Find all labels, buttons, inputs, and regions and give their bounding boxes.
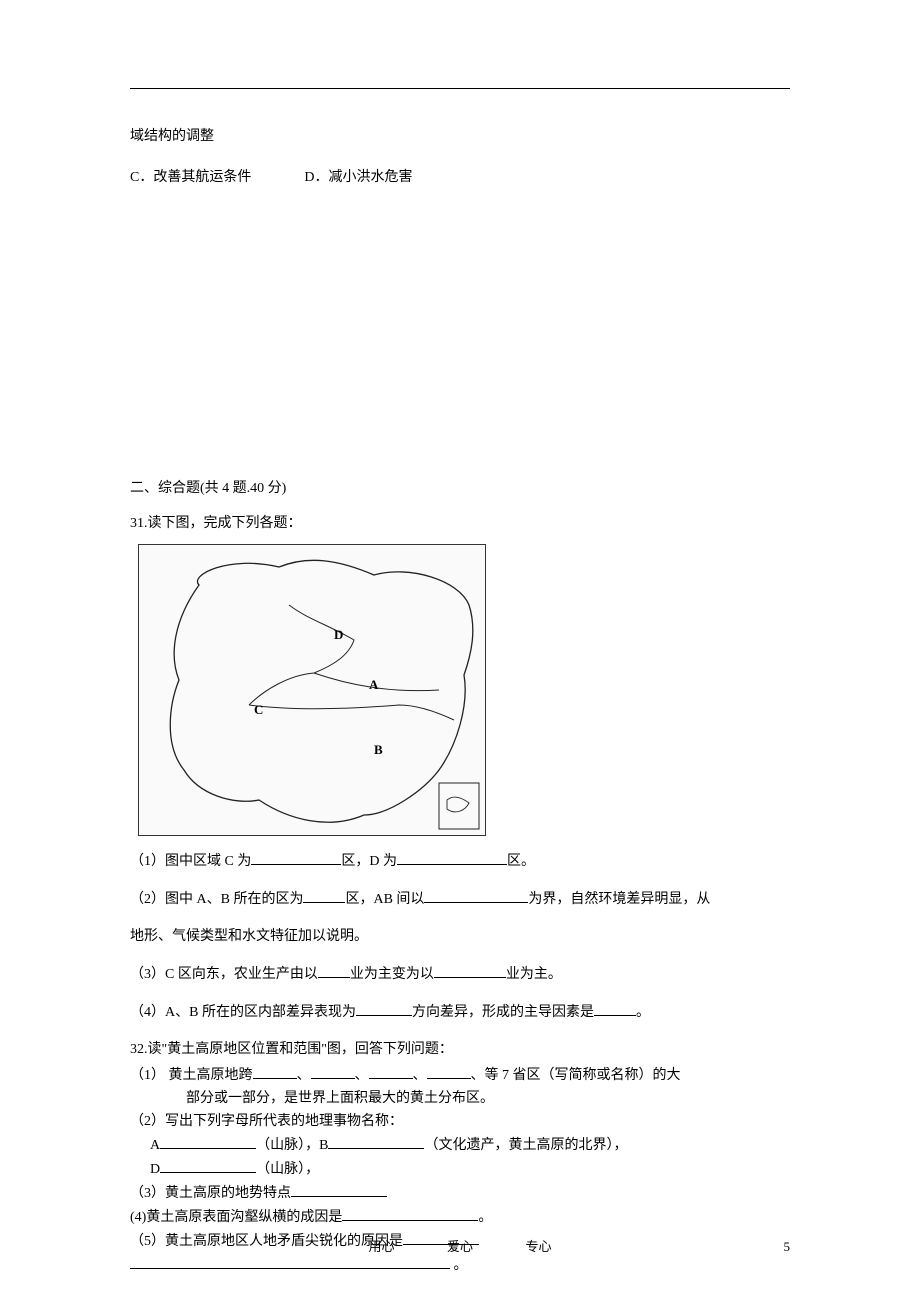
blank-q32-B bbox=[328, 1134, 424, 1149]
page: 域结构的调整 C．改善其航运条件 D．减小洪水危害 二、综合题(共 4 题.40… bbox=[0, 0, 920, 1302]
q31-map: A B C D bbox=[138, 544, 486, 836]
blank-q32-A bbox=[160, 1134, 256, 1149]
q32-p2A-label: （山脉），B bbox=[256, 1138, 328, 1153]
q31-p1-b: 区，D 为 bbox=[341, 854, 397, 869]
map-line-2 bbox=[249, 705, 454, 720]
blank-q32-p1-2 bbox=[311, 1064, 355, 1079]
q32-part1-line1: （1） 黄土高原地跨 、 、 、 、等 7 省区（写简称或名称）的大 bbox=[130, 1064, 790, 1086]
blank-q31-d bbox=[397, 850, 507, 865]
map-inset bbox=[439, 783, 479, 829]
blank-q31-p2-boundary bbox=[424, 888, 528, 903]
footer-c: 专心 bbox=[526, 1239, 552, 1254]
footer-b: 爱心 bbox=[447, 1239, 473, 1254]
map-label-c: C bbox=[254, 700, 263, 720]
q32-stem: 32.读"黄土高原地区位置和范围"图，回答下列问题： bbox=[130, 1039, 790, 1060]
map-label-b: B bbox=[374, 740, 383, 760]
footer-a: 用心 bbox=[368, 1239, 394, 1254]
q31-p4-a: （4）A、B 所在的区内部差异表现为 bbox=[130, 1005, 356, 1020]
blank-q32-p1-1 bbox=[253, 1064, 297, 1079]
map-outline bbox=[170, 560, 473, 822]
map-svg bbox=[139, 545, 485, 835]
blank-q31-p4-factor bbox=[594, 1001, 636, 1016]
blank-q32-p3 bbox=[291, 1182, 387, 1197]
q32-p4-a: (4)黄土高原表面沟壑纵横的成因是 bbox=[130, 1210, 342, 1225]
q32-p1-sep1: 、 bbox=[297, 1068, 311, 1083]
options-cd: C．改善其航运条件 D．减小洪水危害 bbox=[130, 167, 790, 188]
q31-p1-c: 区。 bbox=[507, 854, 535, 869]
q32-part5-line2: 。 bbox=[130, 1254, 790, 1276]
q32-p1-sep3: 、 bbox=[413, 1068, 427, 1083]
q31-p4-c: 。 bbox=[636, 1005, 650, 1020]
q32-part3: （3）黄土高原的地势特点 bbox=[130, 1182, 790, 1204]
q32-p2D-a: D bbox=[150, 1162, 160, 1177]
q31-p1-a: （1）图中区域 C 为 bbox=[130, 854, 251, 869]
option-c: C．改善其航运条件 bbox=[130, 170, 251, 185]
blank-q32-p1-4 bbox=[427, 1064, 471, 1079]
blank-q32-p5-long bbox=[130, 1254, 450, 1269]
blank-q31-p2-region bbox=[303, 888, 345, 903]
q31-p4-b: 方向差异，形成的主导因素是 bbox=[412, 1005, 594, 1020]
map-label-a: A bbox=[369, 675, 378, 695]
q31-p3-c: 业为主。 bbox=[506, 967, 562, 982]
q31-part3: （3）C 区向东，农业生产由以 业为主变为以 业为主。 bbox=[130, 963, 790, 985]
q31-part4: （4）A、B 所在的区内部差异表现为 方向差异，形成的主导因素是 。 bbox=[130, 1001, 790, 1023]
q31-p3-b: 业为主变为以 bbox=[350, 967, 434, 982]
footer-motto: 用心 爱心 专心 bbox=[0, 1237, 920, 1257]
q32-part2-d: D （山脉）， bbox=[130, 1158, 790, 1180]
q32-p2D-label: （山脉）， bbox=[256, 1162, 319, 1177]
option-d: D．减小洪水危害 bbox=[304, 170, 412, 185]
q32-part4: (4)黄土高原表面沟壑纵横的成因是 。 bbox=[130, 1206, 790, 1228]
blank-q32-D bbox=[160, 1158, 256, 1173]
blank-q32-p4 bbox=[342, 1206, 478, 1221]
section2-title: 二、综合题(共 4 题.40 分) bbox=[130, 478, 790, 499]
map-label-d: D bbox=[334, 625, 343, 645]
q32-p1-b: 、等 7 省区（写简称或名称）的大 bbox=[471, 1068, 681, 1083]
map-inset-island bbox=[447, 797, 469, 812]
q31-p2-c: 为界，自然环境差异明显，从 bbox=[528, 892, 710, 907]
q32-p5-end: 。 bbox=[454, 1258, 468, 1273]
q32-p2A-a: A bbox=[150, 1138, 160, 1153]
q31-part2-line2: 地形、气候类型和水文特征加以说明。 bbox=[130, 926, 790, 947]
blank-q31-c bbox=[251, 850, 341, 865]
q31-p3-a: （3）C 区向东，农业生产由以 bbox=[130, 967, 318, 982]
page-number: 5 bbox=[784, 1237, 791, 1257]
map-line-1 bbox=[249, 605, 354, 705]
q32-p4-end: 。 bbox=[478, 1210, 492, 1225]
blank-q31-p4-dir bbox=[356, 1001, 412, 1016]
q32-part2: （2）写出下列字母所代表的地理事物名称： bbox=[130, 1111, 790, 1132]
blank-q32-p1-3 bbox=[369, 1064, 413, 1079]
header-rule bbox=[130, 88, 790, 89]
blank-q31-p3-b bbox=[434, 963, 506, 978]
q31-part2-line1: （2）图中 A、B 所在的区为 区，AB 间以 为界，自然环境差异明显，从 bbox=[130, 888, 790, 910]
q32-part1-line2: 部分或一部分，是世界上面积最大的黄土分布区。 bbox=[130, 1088, 790, 1109]
q31-part1: （1）图中区域 C 为 区，D 为 区。 bbox=[130, 850, 790, 872]
q31-p2-a: （2）图中 A、B 所在的区为 bbox=[130, 892, 303, 907]
q32-p1-sep2: 、 bbox=[355, 1068, 369, 1083]
q31-p2-b: 区，AB 间以 bbox=[345, 892, 424, 907]
q31-stem: 31.读下图，完成下列各题： bbox=[130, 513, 790, 534]
q32-part2-ab: A （山脉），B （文化遗产，黄土高原的北界）， bbox=[130, 1134, 790, 1156]
q32-p3-a: （3）黄土高原的地势特点 bbox=[130, 1186, 291, 1201]
blank-q31-p3-a bbox=[318, 963, 350, 978]
carryover-text: 域结构的调整 bbox=[130, 126, 790, 147]
q32-p2B-label: （文化遗产，黄土高原的北界）， bbox=[424, 1138, 627, 1153]
q32-p1-a: （1） 黄土高原地跨 bbox=[130, 1068, 253, 1083]
